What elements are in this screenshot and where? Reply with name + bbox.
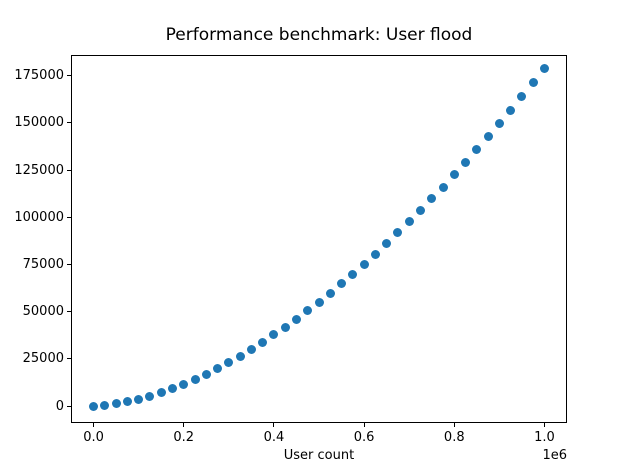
- scatter-point: [528, 77, 538, 87]
- y-tick-label: 175000: [14, 68, 64, 84]
- scatter-point: [224, 357, 234, 367]
- scatter-point: [359, 259, 369, 269]
- scatter-point: [201, 369, 211, 379]
- scatter-point: [122, 397, 132, 407]
- scatter-point: [461, 157, 471, 167]
- y-tick-mark: [67, 122, 71, 124]
- scatter-point: [167, 384, 177, 394]
- scatter-point: [246, 344, 256, 354]
- scatter-point: [89, 401, 99, 411]
- scatter-point: [156, 388, 166, 398]
- plot-area: [71, 55, 567, 423]
- scatter-point: [348, 269, 358, 279]
- x-axis-label: User count: [283, 448, 355, 463]
- scatter-point: [382, 239, 392, 249]
- x-tick-mark: [183, 423, 185, 427]
- scatter-point: [291, 314, 301, 324]
- scatter-point: [404, 217, 414, 227]
- scatter-point: [325, 288, 335, 298]
- x-tick-label: 0.8: [443, 430, 465, 445]
- x-tick-label: 0.2: [173, 430, 195, 445]
- y-tick-mark: [67, 216, 71, 218]
- y-tick-label: 100000: [14, 209, 64, 225]
- x-tick-mark: [543, 423, 545, 427]
- scatter-point: [303, 306, 313, 316]
- scatter-point: [134, 394, 144, 404]
- x-tick-label: 1.0: [534, 430, 555, 445]
- scatter-point: [393, 228, 403, 238]
- scatter-point: [179, 379, 189, 389]
- scatter-point: [269, 330, 279, 340]
- scatter-point: [145, 391, 155, 401]
- scatter-point: [517, 91, 527, 101]
- scatter-point: [100, 400, 110, 410]
- y-tick-mark: [67, 263, 71, 265]
- y-tick-label: 50000: [22, 304, 64, 320]
- x-tick-label: 0.4: [263, 430, 285, 445]
- scatter-point: [314, 297, 324, 307]
- y-tick-label: 150000: [14, 115, 64, 131]
- y-tick-mark: [67, 311, 71, 313]
- scatter-point: [539, 63, 549, 73]
- y-tick-label: 75000: [22, 256, 64, 272]
- scatter-point: [213, 363, 223, 373]
- y-tick-label: 125000: [14, 162, 64, 178]
- x-tick-mark: [453, 423, 455, 427]
- scatter-point: [415, 205, 425, 215]
- scatter-point: [280, 322, 290, 332]
- x-tick-mark: [273, 423, 275, 427]
- scatter-point: [438, 182, 448, 192]
- scatter-point: [111, 399, 121, 409]
- y-tick-mark: [67, 169, 71, 171]
- scatter-point: [235, 351, 245, 361]
- scatter-point: [190, 374, 200, 384]
- scatter-point: [494, 119, 504, 129]
- chart-title: Performance benchmark: User flood: [165, 25, 473, 45]
- scatter-point: [370, 249, 380, 259]
- scatter-point: [449, 170, 459, 180]
- y-tick-mark: [67, 358, 71, 360]
- y-tick-mark: [67, 75, 71, 77]
- x-tick-mark: [363, 423, 365, 427]
- scatter-point: [427, 194, 437, 204]
- x-tick-mark: [93, 423, 95, 427]
- scatter-point: [337, 279, 347, 289]
- y-tick-label: 25000: [22, 351, 64, 367]
- scatter-point: [472, 145, 482, 155]
- x-tick-label: 0.0: [83, 430, 104, 445]
- scatter-point: [506, 105, 516, 115]
- x-tick-label: 0.6: [353, 430, 375, 445]
- scatter-point: [258, 337, 268, 347]
- y-tick-mark: [67, 405, 71, 407]
- x-axis-offset-label: 1e6: [542, 448, 567, 463]
- y-tick-label: 0: [55, 398, 64, 414]
- scatter-point: [483, 132, 493, 142]
